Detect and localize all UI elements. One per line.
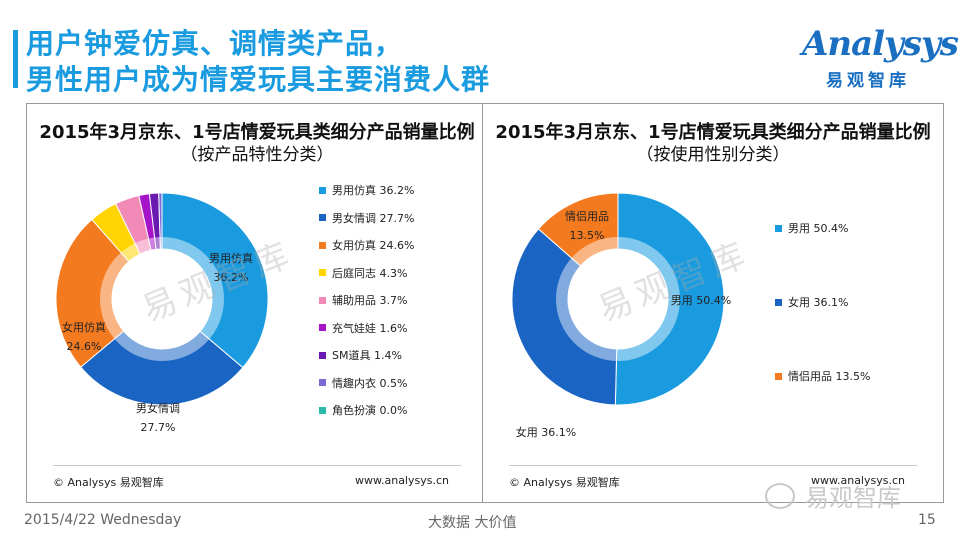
- page-title-line-2: 男性用户成为情爱玩具主要消费人群: [26, 63, 491, 96]
- slice-label-value: 36.2%: [214, 271, 249, 284]
- wechat-icon: [765, 482, 795, 509]
- slice-label-name: 情侣用品: [565, 209, 609, 223]
- legend-swatch: [319, 269, 326, 276]
- slice-label-name: 男用仿真: [209, 251, 253, 265]
- wechat-watermark: 易观智库: [765, 478, 901, 513]
- legend-swatch: [775, 224, 782, 232]
- chart-title: 2015年3月京东、1号店情爱玩具类细分产品销量比例: [39, 122, 475, 143]
- donut-inner-ring: [100, 237, 224, 361]
- legend-item: 男用 50.4%: [775, 220, 848, 236]
- slice-label-value: 24.6%: [67, 340, 102, 353]
- legend-item: 男用仿真 36.2%: [319, 182, 414, 198]
- legend-item: 情趣内衣 0.5%: [319, 375, 407, 391]
- analysys-logo: Analysys 易观智库: [790, 22, 959, 92]
- chart-panel-gender: 2015年3月京东、1号店情爱玩具类细分产品销量比例 （按使用性别分类） 男用 …: [482, 103, 944, 503]
- wechat-text: 易观智库: [805, 484, 901, 512]
- legend-label: 女用 36.1%: [788, 296, 849, 309]
- legend-item: 角色扮演 0.0%: [319, 402, 407, 418]
- slice-label-value: 13.5%: [570, 229, 605, 242]
- donut-chart-gender: 男用 50.4% 女用 36.1% 情侣用品 13.5%: [511, 192, 731, 439]
- slice-label-name: 女用仿真: [62, 320, 106, 334]
- donut-hole: [112, 249, 212, 349]
- chart-panel-product: 2015年3月京东、1号店情爱玩具类细分产品销量比例 （按产品特性分类） 男用仿…: [26, 103, 488, 503]
- legend-item: 男女情调 27.7%: [319, 210, 414, 226]
- legend-swatch: [319, 241, 326, 249]
- chart-title: 2015年3月京东、1号店情爱玩具类细分产品销量比例: [495, 122, 931, 143]
- legend-item: SM道具 1.4%: [319, 347, 402, 363]
- page-number: 15: [918, 512, 936, 528]
- legend-swatch: [319, 186, 326, 194]
- donut-inner-ring: [556, 237, 680, 361]
- page-title-line-1: 用户钟爱仿真、调情类产品，: [26, 27, 404, 60]
- copyright-credit: © Analysys 易观智库: [53, 476, 164, 489]
- legend-label: 角色扮演 0.0%: [332, 404, 408, 417]
- slice-label: 男用 50.4%: [671, 294, 731, 307]
- title-accent-bar: [13, 30, 18, 88]
- legend-label: 情侣用品 13.5%: [788, 370, 871, 383]
- donut-hole: [568, 249, 668, 349]
- panel-divider: [509, 465, 917, 466]
- legend-label: 辅助用品 3.7%: [332, 294, 408, 307]
- legend-swatch: [319, 406, 326, 414]
- legend-swatch: [319, 296, 326, 304]
- legend-item: 情侣用品 13.5%: [775, 368, 870, 384]
- slice-label-value: 27.7%: [141, 421, 176, 434]
- slice-label: 女用 36.1%: [516, 425, 576, 439]
- legend-label: 情趣内衣 0.5%: [332, 376, 408, 390]
- website-link[interactable]: www.analysys.cn: [811, 474, 905, 487]
- logo-word: Analysys: [802, 24, 959, 64]
- slice-label-name: 男女情调: [136, 401, 180, 415]
- copyright-credit: © Analysys 易观智库: [509, 476, 620, 489]
- website-link[interactable]: www.analysys.cn: [355, 474, 449, 487]
- legend-label: 充气娃娃 1.6%: [332, 321, 408, 335]
- legend-item: 女用仿真 24.6%: [319, 237, 414, 253]
- chart-subtitle: （按产品特性分类）: [180, 145, 334, 165]
- legend-item: 辅助用品 3.7%: [319, 292, 407, 308]
- logo-chinese: 易观智库: [826, 71, 910, 91]
- legend-swatch: [319, 351, 326, 359]
- legend-label: 后庭同志 4.3%: [332, 266, 408, 280]
- footer-slogan: 大数据 大价值: [428, 515, 517, 531]
- legend-label: 男用 50.4%: [788, 222, 849, 235]
- donut-chart-product: 男用仿真 36.2% 男女情调 27.7% 女用仿真 24.6%: [55, 192, 269, 434]
- legend-label: SM道具 1.4%: [332, 349, 402, 362]
- legend-item: 后庭同志 4.3%: [319, 265, 407, 281]
- legend-item: 充气娃娃 1.6%: [319, 320, 407, 336]
- legend-label: 女用仿真 24.6%: [332, 239, 415, 252]
- chart-subtitle: （按使用性别分类）: [636, 145, 790, 165]
- legend-swatch: [319, 214, 326, 221]
- legend-item: 女用 36.1%: [775, 294, 848, 310]
- legend-label: 男女情调 27.7%: [332, 211, 415, 225]
- legend-swatch: [775, 298, 782, 306]
- legend-swatch: [319, 379, 326, 386]
- legend-label: 男用仿真 36.2%: [332, 184, 415, 197]
- legend-swatch: [319, 324, 326, 331]
- footer-date: 2015/4/22 Wednesday: [24, 512, 182, 528]
- legend-swatch: [775, 372, 782, 380]
- panel-divider: [53, 465, 461, 466]
